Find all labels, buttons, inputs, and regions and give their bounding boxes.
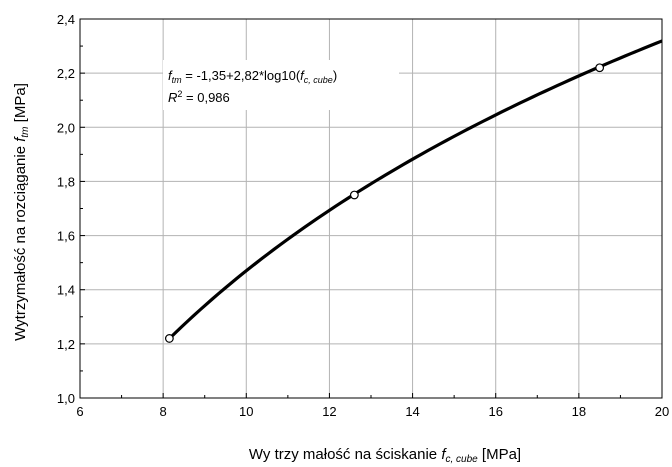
equation-line: ftm = -1,35+2,82*log10(fc, cube) xyxy=(168,68,337,85)
y-tick-label: 2,4 xyxy=(57,12,75,27)
data-points xyxy=(164,63,605,343)
y-axis-title-sub: tm xyxy=(20,126,31,137)
axis-ticks: 6 8 10 12 14 16 18 20 1,0 1,2 1,4 1,6 1,8 2,0 2,2 2,4 xyxy=(57,12,669,419)
equation-arg-var: f xyxy=(300,68,305,83)
y-tick-label: 2,2 xyxy=(57,66,75,81)
x-tick-label: 16 xyxy=(488,404,502,419)
data-point xyxy=(349,190,359,200)
r-squared-value: = 0,986 xyxy=(182,90,229,105)
x-axis-title-var: f xyxy=(441,446,447,463)
equation-var-sub: tm xyxy=(172,75,183,85)
y-axis-title-unit: [MPa] xyxy=(12,83,29,126)
x-tick-label: 20 xyxy=(655,404,669,419)
x-tick-label: 6 xyxy=(76,404,83,419)
x-tick-label: 12 xyxy=(322,404,336,419)
y-axis-title-var: f xyxy=(12,136,29,142)
y-tick-label: 1,6 xyxy=(57,229,75,244)
r-squared-var: R xyxy=(168,90,177,105)
x-tick-label: 10 xyxy=(239,404,253,419)
equation-box xyxy=(163,60,399,110)
x-tick-label: 8 xyxy=(160,404,167,419)
y-axis-title: Wytrzymałość na rozciąganie ftm [MPa] xyxy=(12,83,31,341)
equation-close: ) xyxy=(333,68,337,83)
y-axis-title-main: Wytrzymałość na rozciąganie xyxy=(12,142,29,341)
x-axis-title-main: Wy trzy małość na ściskanie xyxy=(249,446,441,463)
equation-rhs: = -1,35+2,82*log10( xyxy=(182,68,301,83)
equation-arg-sub: c, cube xyxy=(304,75,333,85)
y-tick-label: 1,2 xyxy=(57,337,75,352)
x-tick-label: 18 xyxy=(572,404,586,419)
y-tick-label: 1,4 xyxy=(57,283,75,298)
x-axis-title-unit: [MPa] xyxy=(478,446,521,463)
y-tick-label: 1,8 xyxy=(57,174,75,189)
equation-var: f xyxy=(168,68,173,83)
x-tick-label: 14 xyxy=(405,404,419,419)
data-point xyxy=(595,63,605,73)
x-axis-title: Wy trzy małość na ściskanie fc, cube [MP… xyxy=(249,446,521,465)
fit-curve xyxy=(168,39,663,340)
y-tick-label: 2,0 xyxy=(57,120,75,135)
r-squared-line: R2 = 0,986 xyxy=(168,89,230,105)
data-point xyxy=(164,334,174,343)
r-squared-sup: 2 xyxy=(177,89,182,99)
x-axis-title-sub: c, cube xyxy=(445,454,478,465)
y-tick-label: 1,0 xyxy=(57,391,75,406)
